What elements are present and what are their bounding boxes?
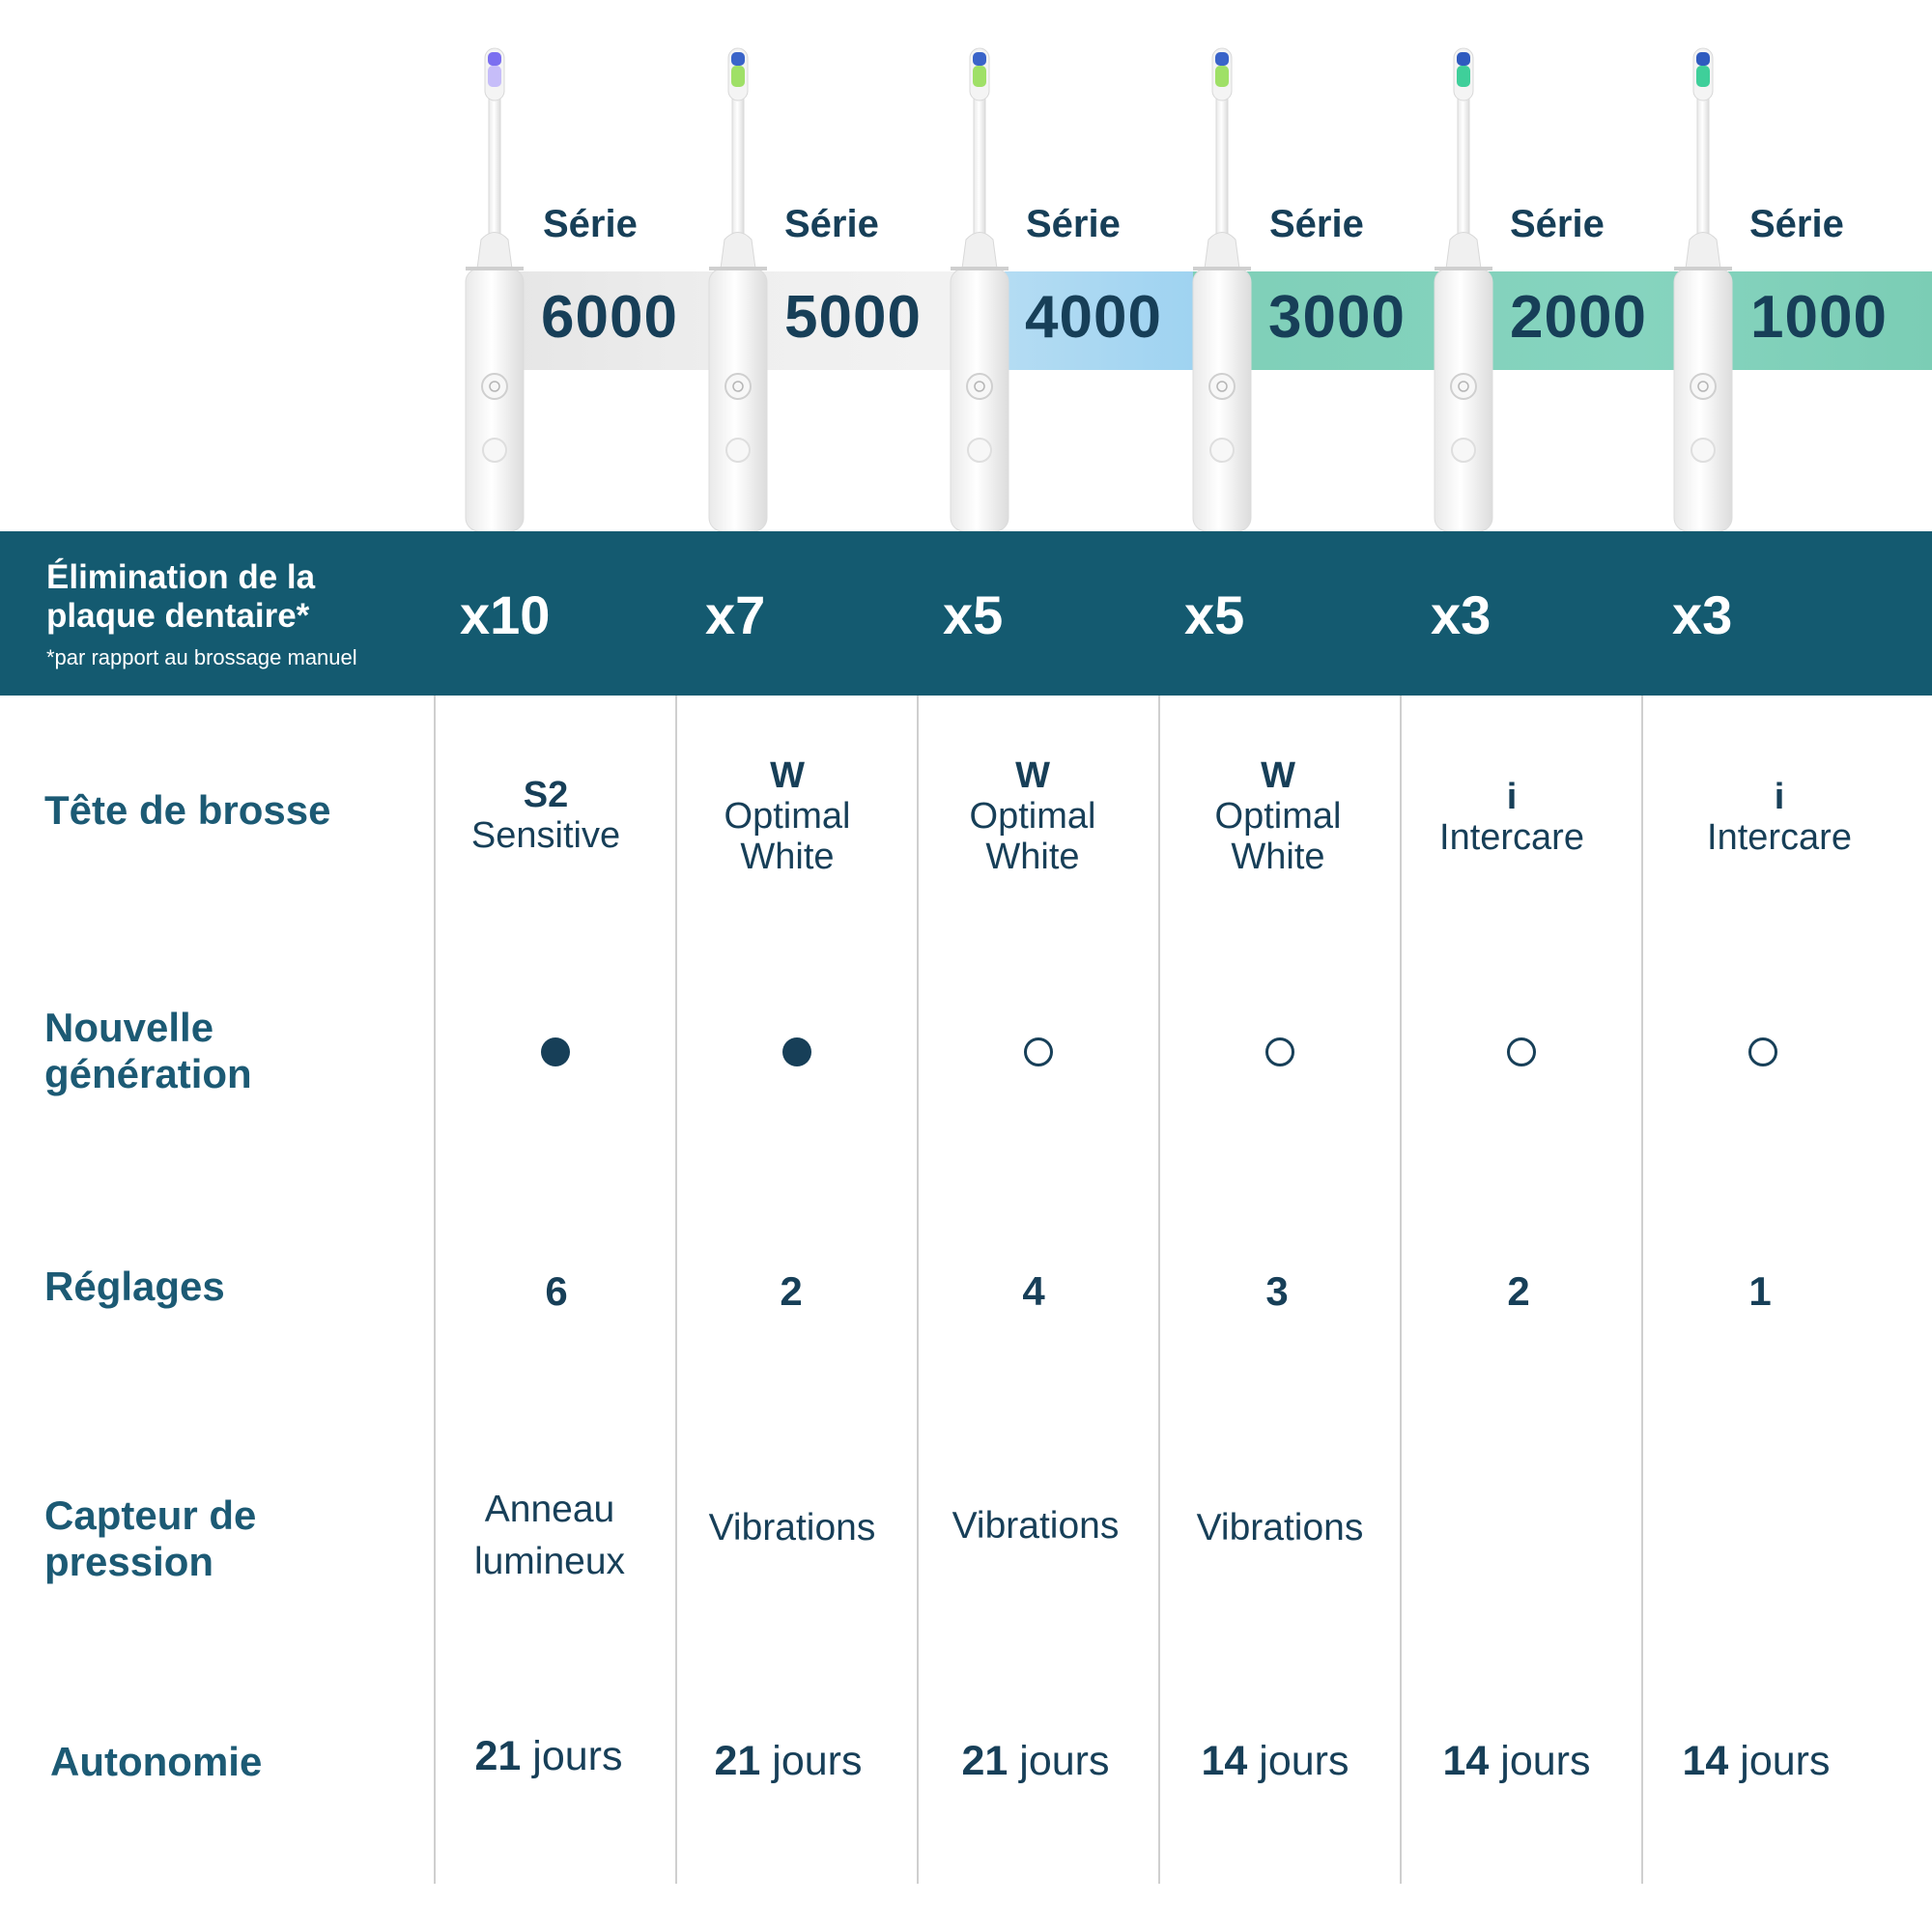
brush-head-name: Intercare bbox=[1707, 817, 1852, 858]
brush-head-cell: i Intercare bbox=[1391, 777, 1633, 858]
brush-head-name: Optimal White bbox=[724, 796, 851, 877]
settings-value: 3 bbox=[1265, 1268, 1289, 1314]
series-number: 3000 bbox=[1268, 284, 1406, 351]
next-generation-indicator bbox=[1507, 1037, 1536, 1066]
brush-head-code: S2 bbox=[523, 775, 569, 815]
plaque-value: x3 bbox=[1672, 584, 1733, 645]
autonomy-unit: jours bbox=[1019, 1738, 1110, 1784]
next-generation-indicator bbox=[1748, 1037, 1777, 1066]
series-label: Série bbox=[1510, 203, 1605, 245]
plaque-value: x3 bbox=[1431, 584, 1492, 645]
row-label-brush-head: Tête de brosse bbox=[44, 787, 331, 833]
pressure-sensor-value: Vibrations bbox=[708, 1507, 876, 1548]
autonomy-number: 14 bbox=[1201, 1738, 1248, 1784]
series-number: 1000 bbox=[1750, 284, 1888, 351]
settings-value: 6 bbox=[545, 1268, 568, 1314]
series-label: Série bbox=[1269, 203, 1364, 245]
plaque-removal-note: *par rapport au brossage manuel bbox=[46, 645, 357, 669]
brush-head-name: Optimal White bbox=[969, 796, 1096, 877]
brush-head-name: Optimal White bbox=[1214, 796, 1342, 877]
column-divider bbox=[1641, 696, 1643, 1884]
autonomy-value: 14 jours bbox=[1635, 1738, 1877, 1785]
autonomy-value: 14 jours bbox=[1154, 1738, 1396, 1785]
toothbrush-icon bbox=[708, 47, 768, 531]
autonomy-number: 21 bbox=[714, 1738, 761, 1784]
series-number: 5000 bbox=[784, 284, 922, 351]
brush-head-cell: W Optimal White bbox=[912, 755, 1153, 877]
row-label-next-generation: Nouvelle génération bbox=[44, 1005, 252, 1096]
autonomy-value: 21 jours bbox=[668, 1738, 909, 1785]
brush-head-cell: i Intercare bbox=[1659, 777, 1900, 858]
series-number: 6000 bbox=[541, 284, 678, 351]
autonomy-number: 21 bbox=[961, 1738, 1009, 1784]
plaque-removal-band bbox=[0, 531, 1932, 696]
autonomy-number: 14 bbox=[1442, 1738, 1490, 1784]
settings-value: 2 bbox=[780, 1268, 803, 1314]
pressure-sensor-value: Vibrations bbox=[1196, 1507, 1364, 1548]
brush-head-cell: W Optimal White bbox=[1157, 755, 1399, 877]
series-number: 4000 bbox=[1025, 284, 1162, 351]
autonomy-number: 14 bbox=[1682, 1738, 1729, 1784]
pressure-sensor-value: Anneau lumineux bbox=[473, 1489, 626, 1582]
settings-value: 2 bbox=[1507, 1268, 1530, 1314]
plaque-value: x10 bbox=[460, 584, 551, 645]
autonomy-unit: jours bbox=[1500, 1738, 1591, 1784]
autonomy-unit: jours bbox=[772, 1738, 863, 1784]
column-divider bbox=[917, 696, 919, 1884]
toothbrush-icon bbox=[1434, 47, 1493, 531]
series-number: 2000 bbox=[1510, 284, 1647, 351]
series-3000-2000-1000-band bbox=[1193, 271, 1932, 370]
row-label-autonomy: Autonomie bbox=[50, 1739, 263, 1784]
column-divider bbox=[675, 696, 677, 1884]
plaque-removal-title: Élimination de la plaque dentaire* bbox=[46, 558, 316, 635]
pressure-sensor-value: Vibrations bbox=[952, 1505, 1120, 1547]
settings-value: 4 bbox=[1022, 1268, 1045, 1314]
brush-head-cell: W Optimal White bbox=[667, 755, 908, 877]
series-label: Série bbox=[784, 203, 879, 245]
brush-head-cell: S2 Sensitive bbox=[425, 775, 667, 856]
next-generation-indicator bbox=[782, 1037, 811, 1066]
toothbrush-icon bbox=[1673, 47, 1733, 531]
toothbrush-icon bbox=[950, 47, 1009, 531]
toothbrush-icon bbox=[1192, 47, 1252, 531]
row-label-pressure-sensor: Capteur de pression bbox=[44, 1492, 257, 1584]
brush-head-code: W bbox=[770, 755, 805, 796]
series-4000-band bbox=[1005, 271, 1193, 370]
settings-value: 1 bbox=[1748, 1268, 1772, 1314]
brush-head-code: i bbox=[1506, 777, 1518, 817]
autonomy-value: 21 jours bbox=[428, 1733, 669, 1780]
autonomy-number: 21 bbox=[474, 1733, 522, 1779]
series-label: Série bbox=[543, 203, 638, 245]
series-label: Série bbox=[1749, 203, 1844, 245]
row-label-settings: Réglages bbox=[44, 1264, 225, 1309]
autonomy-unit: jours bbox=[1740, 1738, 1831, 1784]
brush-head-code: W bbox=[1261, 755, 1295, 796]
brush-head-name: Sensitive bbox=[470, 815, 621, 856]
next-generation-indicator bbox=[1265, 1037, 1294, 1066]
series-label: Série bbox=[1026, 203, 1121, 245]
next-generation-indicator bbox=[1024, 1037, 1053, 1066]
column-divider bbox=[434, 696, 436, 1884]
brush-head-code: i bbox=[1774, 777, 1785, 817]
brush-head-name: Intercare bbox=[1439, 817, 1584, 858]
next-generation-indicator bbox=[541, 1037, 570, 1066]
plaque-value: x7 bbox=[705, 584, 766, 645]
autonomy-value: 21 jours bbox=[915, 1738, 1156, 1785]
column-divider bbox=[1158, 696, 1160, 1884]
brush-head-code: W bbox=[1015, 755, 1050, 796]
toothbrush-icon bbox=[465, 47, 525, 531]
plaque-value: x5 bbox=[1184, 584, 1245, 645]
autonomy-value: 14 jours bbox=[1396, 1738, 1637, 1785]
plaque-value: x5 bbox=[943, 584, 1004, 645]
autonomy-unit: jours bbox=[1259, 1738, 1350, 1784]
column-divider bbox=[1400, 696, 1402, 1884]
autonomy-unit: jours bbox=[532, 1733, 623, 1779]
